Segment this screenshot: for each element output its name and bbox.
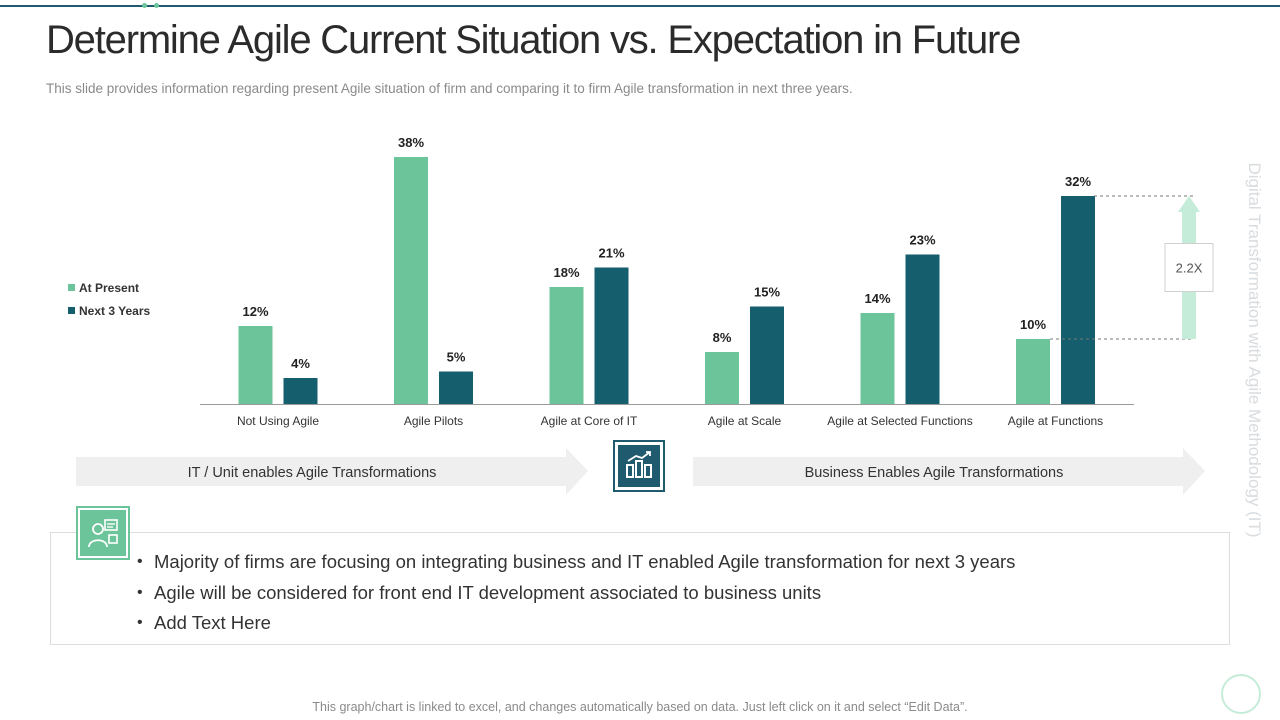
bar-chart: 12% 4% Not Using Agile 38% 5% Agile Pilots 18%…	[200, 135, 1214, 428]
it-unit-band-arrow: IT / Unit enables Agile Transformations	[76, 448, 588, 495]
business-people-icon	[76, 506, 130, 560]
data-label-next-3-years-agile-pilots: 5%	[447, 350, 466, 365]
bullet-item: Majority of firms are focusing on integr…	[137, 547, 1015, 578]
legend-label-next-3-years: Next 3 Years	[79, 303, 151, 318]
top-dot-right	[154, 3, 159, 8]
bullet-item: Agile will be considered for front end I…	[137, 578, 1015, 609]
legend-label-at-present: At Present	[79, 280, 140, 295]
business-band-arrow: Business Enables Agile Transformations	[693, 448, 1205, 495]
data-label-next-3-years-not-using-agile: 4%	[291, 356, 310, 371]
bullet-list: Majority of firms are focusing on integr…	[137, 547, 1015, 639]
legend-item-next-3-years: Next 3 Years	[68, 299, 150, 322]
corner-decoration-circle	[1221, 674, 1261, 714]
data-label-at-present-agile-at-core-of-it: 18%	[553, 265, 579, 280]
footer-note: This graph/chart is linked to excel, and…	[312, 700, 968, 714]
bar-at-present-agile-at-core-of-it	[549, 287, 584, 404]
data-label-at-present-agile-at-functions: 10%	[1020, 317, 1046, 332]
x-tick-label-not-using-agile: Not Using Agile	[237, 414, 319, 428]
bar-at-present-agile-at-selected-functions	[860, 313, 895, 404]
data-label-next-3-years-agile-at-selected-functions: 23%	[909, 233, 935, 248]
data-label-at-present-agile-pilots: 38%	[398, 135, 424, 150]
it-unit-band-label: IT / Unit enables Agile Transformations	[187, 464, 437, 481]
x-tick-label-agile-at-core-of-it: Agile at Core of IT	[541, 414, 638, 428]
data-label-next-3-years-agile-at-core-of-it: 21%	[598, 246, 624, 261]
x-tick-label-agile-at-scale: Agile at Scale	[708, 414, 782, 428]
bar-next-3-years-agile-at-scale	[750, 306, 784, 404]
data-label-at-present-not-using-agile: 12%	[242, 304, 268, 319]
chart-legend: At Present Next 3 Years	[68, 276, 150, 322]
legend-swatch-at-present	[68, 284, 75, 291]
growth-factor-label: 2.2X	[1176, 261, 1203, 276]
data-label-at-present-agile-at-selected-functions: 14%	[864, 291, 890, 306]
business-band-label: Business Enables Agile Transformations	[804, 464, 1064, 481]
data-label-next-3-years-agile-at-functions: 32%	[1065, 174, 1091, 189]
growth-arrow-head-icon	[1178, 196, 1200, 212]
legend-item-at-present: At Present	[68, 276, 150, 299]
bar-next-3-years-not-using-agile	[283, 378, 318, 404]
page-subtitle: This slide provides information regardin…	[46, 81, 853, 96]
summary-text-box: Majority of firms are focusing on integr…	[50, 532, 1230, 645]
top-dot-left	[142, 3, 147, 8]
x-tick-label-agile-at-selected-functions: Agile at Selected Functions	[827, 414, 972, 428]
top-divider-line	[0, 5, 1280, 7]
x-tick-label-agile-at-functions: Agile at Functions	[1008, 414, 1103, 428]
bar-next-3-years-agile-at-selected-functions	[905, 254, 940, 404]
page-title: Determine Agile Current Situation vs. Ex…	[46, 18, 1021, 62]
bar-at-present-agile-pilots	[394, 157, 428, 404]
data-label-next-3-years-agile-at-scale: 15%	[754, 285, 780, 300]
data-label-at-present-agile-at-scale: 8%	[713, 330, 732, 345]
x-tick-label-agile-pilots: Agile Pilots	[404, 414, 463, 428]
bar-next-3-years-agile-at-core-of-it	[594, 267, 629, 404]
legend-swatch-next-3-years	[68, 307, 75, 314]
bullet-item: Add Text Here	[137, 608, 1015, 639]
bar-next-3-years-agile-at-functions	[1061, 196, 1095, 404]
growth-factor-box	[1164, 243, 1214, 292]
bar-next-3-years-agile-pilots	[439, 371, 473, 404]
bar-at-present-not-using-agile	[238, 326, 273, 404]
bar-at-present-agile-at-scale	[705, 352, 739, 404]
bar-at-present-agile-at-functions	[1016, 339, 1050, 404]
growth-chart-icon	[613, 440, 665, 492]
